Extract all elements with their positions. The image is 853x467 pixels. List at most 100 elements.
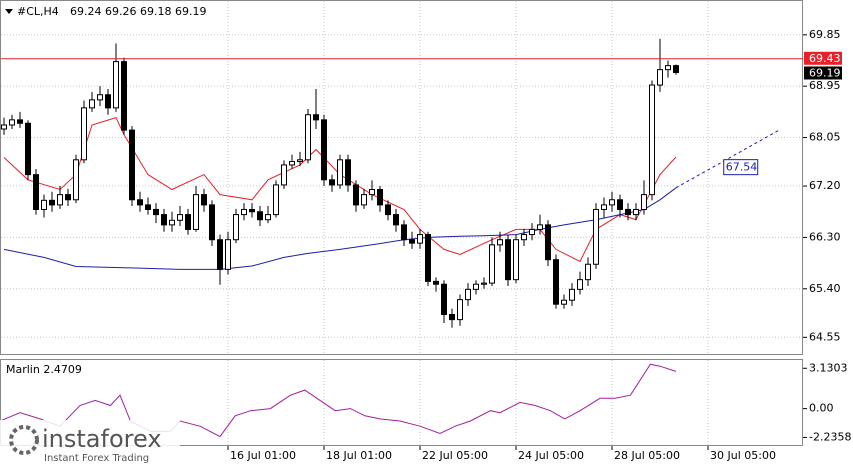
candle-body xyxy=(665,65,671,71)
candle-body xyxy=(193,194,199,230)
candle-body xyxy=(497,239,503,246)
candle-body xyxy=(257,211,263,221)
candle-body xyxy=(361,194,367,206)
candle-body xyxy=(9,119,15,126)
x-tick-label: 22 Jul 05:00 xyxy=(422,449,488,462)
candle-body xyxy=(57,194,63,206)
candle-body xyxy=(577,279,583,290)
candle-body xyxy=(481,282,487,285)
candle-body xyxy=(313,114,319,121)
candle-body xyxy=(281,164,287,186)
y-tick-label: 0.00 xyxy=(809,402,834,415)
candle-body xyxy=(233,214,239,241)
candle-body xyxy=(441,283,447,315)
candle-body xyxy=(89,99,95,109)
candle-body xyxy=(321,119,327,181)
candle-body xyxy=(225,239,231,270)
trend-label-box xyxy=(723,159,759,176)
candle-body xyxy=(121,61,127,131)
candle-body xyxy=(241,208,247,216)
candle-body xyxy=(641,194,647,210)
candle-body xyxy=(601,204,607,210)
candle-body xyxy=(113,61,119,109)
candle-body xyxy=(337,159,343,186)
line xyxy=(0,363,677,438)
candle-body xyxy=(177,214,183,221)
candle-body xyxy=(633,208,639,216)
symbol: #CL,H4 xyxy=(17,5,59,18)
candle-body xyxy=(377,188,383,206)
marks xyxy=(0,38,803,438)
candle-body xyxy=(17,119,23,124)
candle-body xyxy=(553,259,559,305)
grid xyxy=(1,1,802,445)
candle-body xyxy=(457,299,463,321)
candle-body xyxy=(473,283,479,290)
candle-body xyxy=(537,224,543,230)
candle-body xyxy=(33,174,39,210)
line xyxy=(675,129,781,189)
candle-body xyxy=(593,208,599,265)
menu-arrow[interactable] xyxy=(5,9,13,14)
candle-body xyxy=(97,94,103,101)
candle-body xyxy=(425,234,431,282)
candle-body xyxy=(409,239,415,244)
candle-body xyxy=(657,69,663,86)
candle-body xyxy=(161,214,167,226)
candle-body xyxy=(265,214,271,221)
trend-label: 67.54 xyxy=(726,161,758,174)
candle-body xyxy=(137,199,143,206)
y-tick-label: 3.1303 xyxy=(809,361,848,374)
candle-body xyxy=(401,224,407,241)
main-frame xyxy=(0,0,803,355)
y-tick-label: 64.55 xyxy=(809,330,841,343)
candle-body xyxy=(353,184,359,206)
candle-body xyxy=(369,188,375,196)
candle-body xyxy=(217,239,223,270)
price-level-label: 69.43 xyxy=(809,52,841,65)
candle-body xyxy=(73,159,79,201)
candle-body xyxy=(673,65,679,73)
candle-body xyxy=(329,179,335,186)
candle-body xyxy=(105,94,111,109)
logo: instaforex Instant Forex Trading xyxy=(0,420,180,467)
y-tick-label: 67.20 xyxy=(809,179,841,192)
candle-body xyxy=(345,159,351,186)
candle-body xyxy=(49,199,55,206)
indicator-title: Marlin 2.4709 xyxy=(6,363,82,376)
candle-body xyxy=(41,199,47,210)
x-tick-label: 28 Jul 05:00 xyxy=(614,449,680,462)
candle-body xyxy=(505,239,511,281)
x-tick-label: 24 Jul 05:00 xyxy=(518,449,584,462)
candle-body xyxy=(561,299,567,305)
candle-body xyxy=(649,84,655,196)
y-tick-label: 69.85 xyxy=(809,28,841,41)
candle-body xyxy=(569,288,575,301)
candle-body xyxy=(433,280,439,285)
candle-body xyxy=(65,194,71,201)
candle-body xyxy=(529,228,535,236)
x-tick-label: 16 Jul 01:00 xyxy=(230,449,296,462)
candle-body xyxy=(169,219,175,226)
candle-body xyxy=(513,239,519,281)
y-tick-label: 68.05 xyxy=(809,131,841,144)
candle-body xyxy=(521,234,527,241)
candle-body xyxy=(273,184,279,216)
price-level-tag xyxy=(804,51,842,65)
candle-body xyxy=(545,224,551,261)
candle-body xyxy=(249,208,255,213)
x-tick-label: 18 Jul 01:00 xyxy=(326,449,392,462)
ohlc: 69.24 69.26 69.18 69.19 xyxy=(70,5,206,18)
candle-body xyxy=(201,194,207,206)
y-tick-label: 68.95 xyxy=(809,79,841,92)
logo-brand: instaforex xyxy=(42,425,162,453)
candle-body xyxy=(145,204,151,210)
logo-icon xyxy=(9,425,39,455)
candle-body xyxy=(417,234,423,244)
last-price-tag xyxy=(804,66,842,80)
y-tick-label: 65.40 xyxy=(809,282,841,295)
candle-body xyxy=(609,199,615,206)
candle-body xyxy=(1,124,7,130)
candle-body xyxy=(81,107,87,161)
candle-body xyxy=(449,313,455,321)
